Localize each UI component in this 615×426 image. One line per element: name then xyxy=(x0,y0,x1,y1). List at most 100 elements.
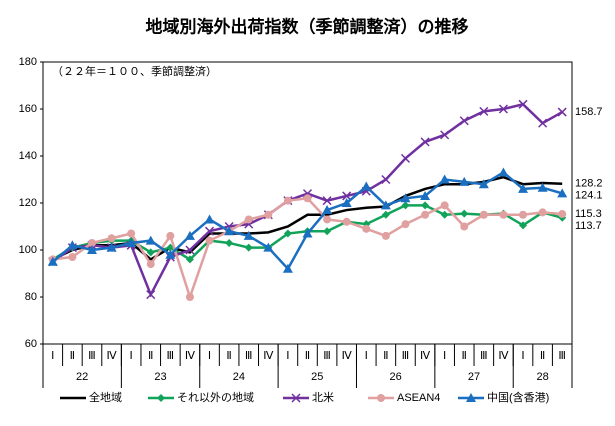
marker xyxy=(67,240,78,250)
marker xyxy=(519,221,528,230)
marker xyxy=(440,210,449,219)
y-tick-label: 80 xyxy=(25,291,37,303)
end-label: 113.7 xyxy=(575,220,602,232)
marker xyxy=(146,248,155,257)
marker xyxy=(291,393,301,403)
marker xyxy=(205,226,215,236)
y-tick-label: 100 xyxy=(19,244,37,256)
x-tick-label: Ⅳ xyxy=(342,350,353,362)
end-label: 124.1 xyxy=(575,190,603,202)
marker xyxy=(106,242,117,252)
x-tick-label: Ⅱ xyxy=(226,350,231,362)
x-tick-label: Ⅱ xyxy=(462,350,467,362)
y-tick-label: 140 xyxy=(19,150,37,162)
x-tick-label: Ⅰ xyxy=(208,350,211,362)
marker xyxy=(225,238,234,247)
marker xyxy=(400,153,410,163)
marker xyxy=(439,174,450,184)
x-tick-label: Ⅰ xyxy=(130,350,133,362)
marker xyxy=(478,179,489,189)
marker xyxy=(322,196,332,206)
x-tick-label: Ⅰ xyxy=(286,350,289,362)
x-tick-label: Ⅲ xyxy=(558,350,566,362)
marker xyxy=(342,217,351,226)
marker xyxy=(380,200,391,210)
x-group-label: 23 xyxy=(154,371,166,383)
marker xyxy=(283,196,292,205)
marker xyxy=(184,230,195,240)
legend-label: 北米 xyxy=(312,391,334,404)
marker xyxy=(421,210,430,219)
marker xyxy=(145,235,156,245)
x-group-label: 26 xyxy=(390,371,402,383)
marker xyxy=(185,255,194,264)
x-tick-label: Ⅲ xyxy=(245,350,253,362)
marker xyxy=(47,256,58,266)
marker xyxy=(323,215,332,224)
x-tick-label: Ⅱ xyxy=(383,350,388,362)
x-group-label: 27 xyxy=(468,371,480,383)
x-tick-label: Ⅳ xyxy=(263,350,274,362)
x-tick-label: Ⅲ xyxy=(402,350,410,362)
x-group-label: 22 xyxy=(76,371,88,383)
marker xyxy=(361,181,372,191)
marker xyxy=(205,236,214,245)
marker xyxy=(302,228,313,238)
x-tick-label: Ⅳ xyxy=(498,350,509,362)
legend-item: それ以外の地域 xyxy=(148,391,254,404)
marker xyxy=(244,215,253,224)
marker xyxy=(204,214,215,224)
x-tick-label: Ⅰ xyxy=(521,350,524,362)
marker xyxy=(479,210,488,219)
marker xyxy=(519,210,528,219)
chart-note: （２２年＝１００、季節調整済） xyxy=(52,64,217,78)
marker xyxy=(381,174,391,185)
y-tick-label: 180 xyxy=(19,56,37,68)
marker xyxy=(479,106,489,116)
y-tick-label: 120 xyxy=(19,197,37,209)
marker xyxy=(459,176,470,186)
marker xyxy=(185,293,194,301)
marker xyxy=(282,263,293,273)
legend-label: 中国(含香港) xyxy=(487,390,549,404)
x-group-label: 28 xyxy=(536,371,548,383)
marker xyxy=(165,249,176,259)
x-tick-label: Ⅱ xyxy=(70,350,75,362)
x-tick-label: Ⅱ xyxy=(305,350,310,362)
legend-label: 全地域 xyxy=(89,390,122,404)
marker xyxy=(381,231,390,240)
end-label: 158.7 xyxy=(575,106,603,118)
end-label: 115.3 xyxy=(575,208,602,220)
x-tick-label: Ⅲ xyxy=(323,350,331,362)
marker xyxy=(518,99,528,109)
marker xyxy=(400,193,411,203)
x-tick-label: Ⅳ xyxy=(185,350,196,362)
marker xyxy=(244,243,253,252)
marker xyxy=(538,208,547,217)
marker xyxy=(420,137,430,147)
marker xyxy=(264,210,273,219)
marker xyxy=(421,201,430,210)
chart-title: 地域別海外出荷指数（季節調整済）の推移 xyxy=(146,16,469,36)
end-label: 128.2 xyxy=(575,178,603,190)
marker xyxy=(537,182,548,192)
marker xyxy=(87,238,96,247)
marker xyxy=(127,229,136,238)
x-tick-label: Ⅳ xyxy=(420,350,431,362)
x-tick-label: Ⅳ xyxy=(106,350,117,362)
marker xyxy=(499,210,508,219)
marker xyxy=(401,220,410,229)
marker xyxy=(185,245,195,255)
marker xyxy=(557,188,568,198)
marker xyxy=(459,116,469,126)
x-tick-label: Ⅰ xyxy=(365,350,368,362)
marker xyxy=(323,227,332,236)
x-tick-label: Ⅰ xyxy=(443,350,446,362)
x-tick-label: Ⅰ xyxy=(51,350,54,362)
y-tick-label: 60 xyxy=(25,338,37,350)
marker xyxy=(362,224,371,233)
legend-item: 中国(含香港) xyxy=(458,390,549,404)
x-tick-label: Ⅲ xyxy=(480,350,488,362)
marker xyxy=(157,394,165,402)
